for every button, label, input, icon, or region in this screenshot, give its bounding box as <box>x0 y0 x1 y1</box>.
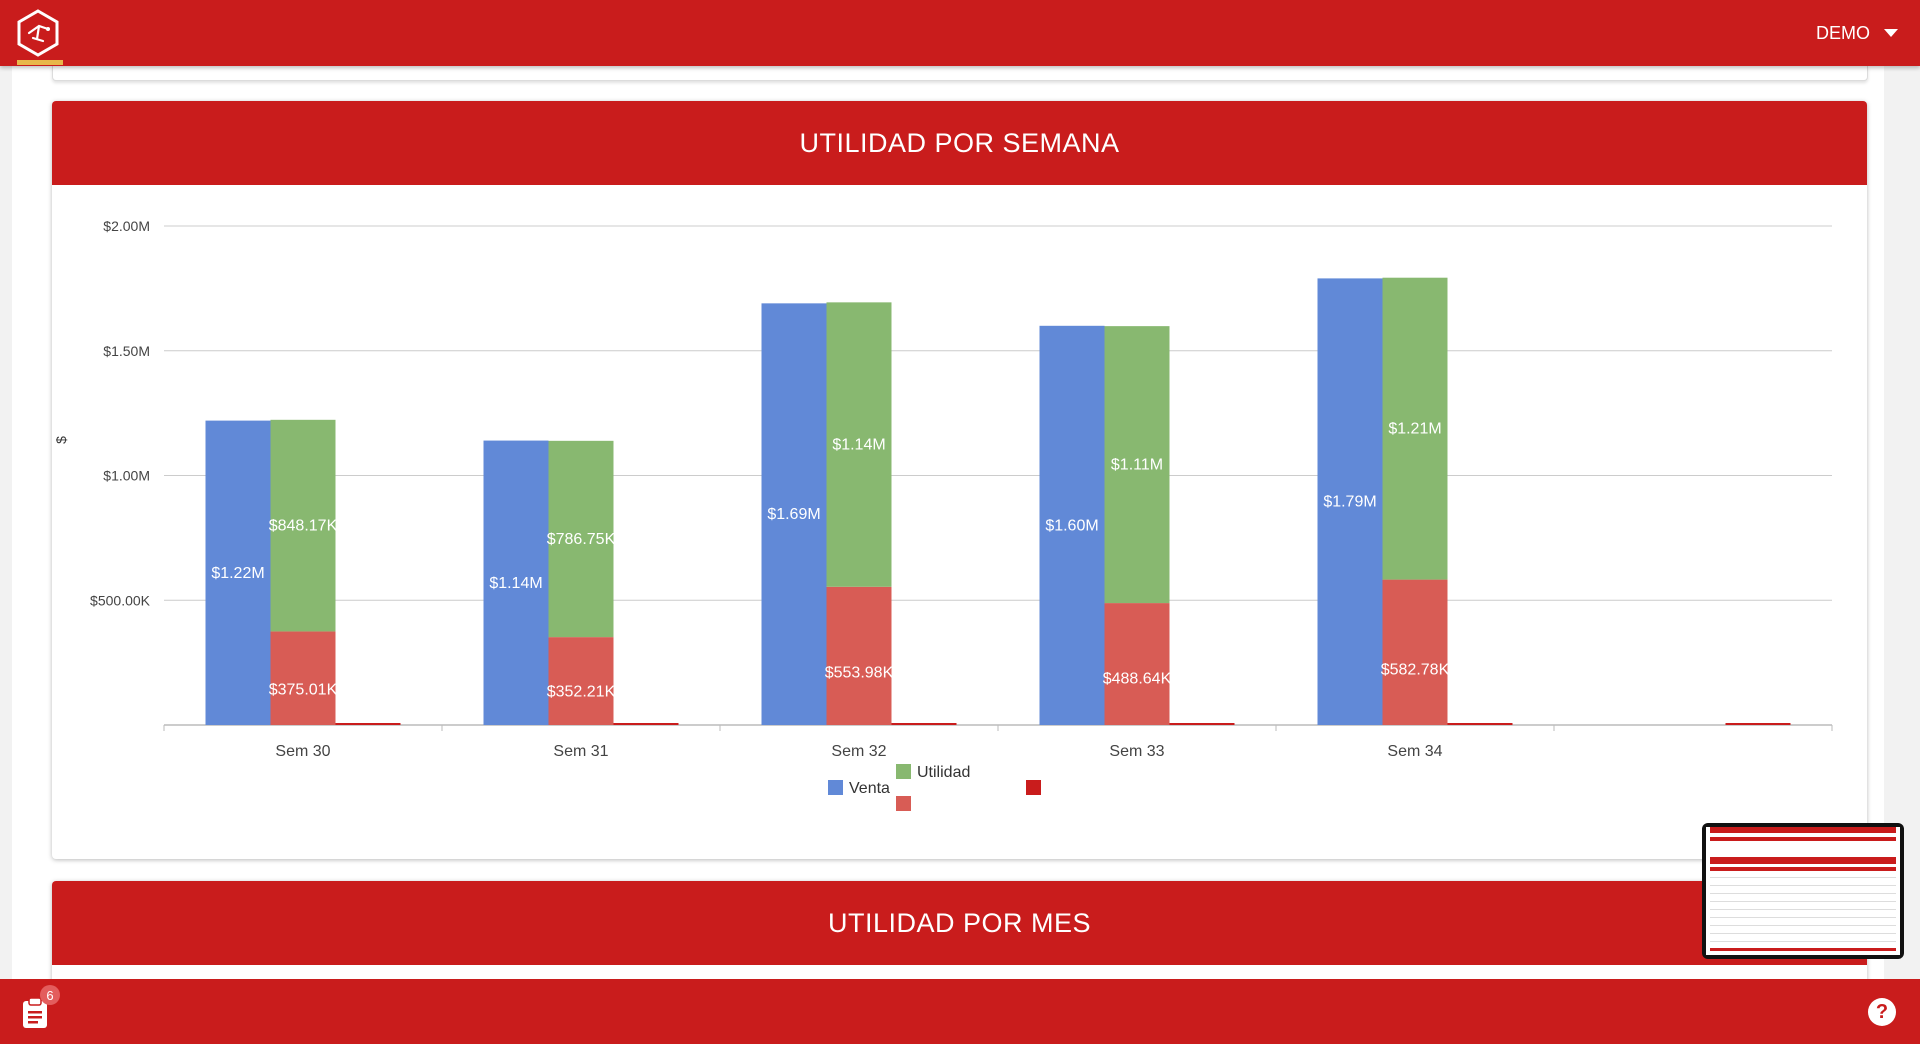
help-icon[interactable]: ? <box>1868 998 1896 1026</box>
thumbnail-stripe <box>1710 857 1896 864</box>
bar-series-c <box>1447 723 1513 725</box>
y-tick-label: $1.50M <box>103 343 150 359</box>
bar-utilidad <box>1382 277 1448 580</box>
legend-swatch <box>1026 780 1041 795</box>
screenshot-thumbnail[interactable] <box>1702 823 1904 959</box>
app-logo-icon[interactable] <box>14 6 62 60</box>
thumbnail-preview <box>1706 827 1900 955</box>
bar-series-c <box>613 723 679 725</box>
legend-swatch <box>896 796 911 811</box>
weekly-profit-card: UTILIDAD POR SEMANA $2.00M $1.50M $1.00M $5… <box>52 101 1867 859</box>
dashboard-content[interactable]: UTILIDAD POR SEMANA $2.00M $1.50M $1.00M $5… <box>12 66 1884 979</box>
thumbnail-stripe <box>1710 917 1896 918</box>
bar-venta <box>483 440 549 725</box>
bar-venta <box>761 303 827 725</box>
y-tick-label: $500.00K <box>90 592 151 608</box>
data-label: $1.60M <box>1045 517 1098 534</box>
x-tick-label: Sem 34 <box>1387 743 1442 760</box>
legend-swatch <box>896 764 911 779</box>
y-tick-label: $2.00M <box>103 218 150 234</box>
x-tick-label: Sem 31 <box>553 743 608 760</box>
data-label: $786.75K <box>547 531 616 548</box>
bar-venta <box>1317 278 1383 725</box>
bar-series-c <box>1725 723 1791 725</box>
user-menu[interactable]: DEMO <box>1816 0 1898 66</box>
user-name: DEMO <box>1816 22 1870 43</box>
bar-venta <box>205 420 271 725</box>
thumbnail-stripe <box>1710 901 1896 902</box>
thumbnail-stripe <box>1710 827 1896 833</box>
data-label: $1.14M <box>832 437 885 454</box>
thumbnail-stripe <box>1710 925 1896 926</box>
data-label: $1.22M <box>211 565 264 582</box>
data-label: $1.14M <box>489 575 542 592</box>
data-label: $848.17K <box>269 518 338 535</box>
clipboard-button[interactable] <box>22 997 54 1031</box>
logo-active-indicator <box>17 60 63 65</box>
notification-badge: 6 <box>40 985 60 1005</box>
data-label: $1.11M <box>1111 457 1163 474</box>
bar-series-b <box>1104 603 1170 725</box>
top-bar: DEMO <box>0 0 1920 66</box>
bar-series-c <box>891 723 957 725</box>
bar-utilidad <box>1104 326 1170 604</box>
thumbnail-stripe <box>1710 867 1896 871</box>
thumbnail-stripe <box>1710 893 1896 894</box>
previous-card <box>52 66 1868 81</box>
bottom-bar: 6 ? <box>0 979 1920 1044</box>
data-label: $582.78K <box>1381 662 1450 679</box>
bar-series-c <box>1169 723 1235 725</box>
bar-series-b <box>826 586 892 725</box>
y-axis-title: $ <box>53 436 69 444</box>
thumbnail-stripe <box>1710 909 1896 910</box>
legend-swatch <box>828 780 843 795</box>
thumbnail-stripe <box>1710 877 1896 878</box>
chevron-down-icon <box>1884 29 1898 37</box>
bar-series-b <box>1382 579 1448 725</box>
weekly-chart: $2.00M $1.50M $1.00M $500.00K $ Sem 30 $1.22M $… <box>52 185 1867 859</box>
legend-label: Utilidad <box>917 764 970 781</box>
data-label: $488.64K <box>1103 671 1172 688</box>
weekly-chart-svg: $2.00M $1.50M $1.00M $500.00K $ Sem 30 $1.22M $… <box>53 218 1833 811</box>
x-tick-label: Sem 33 <box>1109 743 1164 760</box>
thumbnail-stripe <box>1710 837 1896 841</box>
thumbnail-stripe <box>1710 941 1896 942</box>
monthly-profit-card: UTILIDAD POR MES <box>52 881 1867 979</box>
data-label: $1.79M <box>1323 494 1376 511</box>
clipboard-icon <box>23 997 47 1028</box>
bar-series-c <box>335 723 401 725</box>
card-title: UTILIDAD POR SEMANA <box>52 101 1867 185</box>
bar-series-b <box>270 631 336 725</box>
data-label: $1.21M <box>1388 421 1441 438</box>
thumbnail-stripe <box>1710 948 1896 951</box>
data-label: $553.98K <box>825 664 894 681</box>
data-label: $352.21K <box>547 684 616 701</box>
bar-utilidad <box>826 302 892 587</box>
thumbnail-stripe <box>1710 885 1896 886</box>
thumbnail-stripe <box>1710 933 1896 934</box>
x-tick-label: Sem 32 <box>831 743 886 760</box>
data-label: $1.69M <box>767 506 820 523</box>
legend-label: Venta <box>849 780 890 797</box>
bar-venta <box>1039 325 1105 725</box>
x-tick-label: Sem 30 <box>275 743 330 760</box>
data-label: $375.01K <box>269 681 338 698</box>
bar-series-b <box>548 637 614 725</box>
bar-utilidad <box>270 419 336 632</box>
card-title: UTILIDAD POR MES <box>52 881 1867 965</box>
y-tick-label: $1.00M <box>103 468 150 484</box>
bar-utilidad <box>548 440 614 638</box>
